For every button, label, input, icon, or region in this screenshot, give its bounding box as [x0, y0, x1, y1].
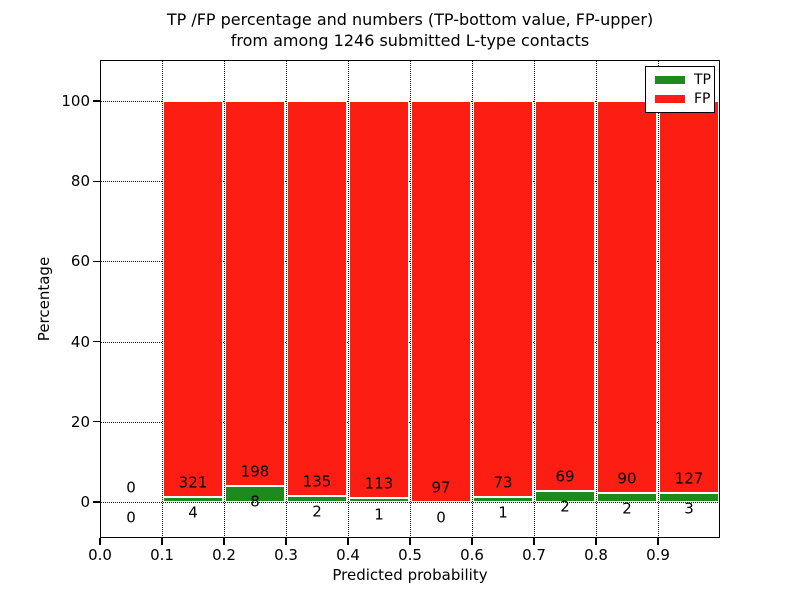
fp-count-label: 69	[555, 467, 575, 486]
x-tick-label: 0.8	[584, 546, 608, 564]
gridline-vertical	[348, 60, 349, 538]
gridline-vertical	[224, 60, 225, 538]
x-tick-mark	[533, 538, 535, 545]
x-tick-label: 0.2	[212, 546, 236, 564]
gridline-vertical	[410, 60, 411, 538]
x-tick-mark	[595, 538, 597, 545]
tp-count-label: 2	[312, 502, 322, 521]
legend-item-label: FP	[694, 91, 711, 108]
bar-tp-segment	[287, 496, 347, 502]
bar-fp-segment	[597, 101, 657, 494]
x-tick-label: 0.7	[522, 546, 546, 564]
tp-count-label: 1	[498, 503, 508, 522]
y-tick-label: 100	[61, 92, 90, 110]
legend-item: TP	[655, 73, 714, 87]
y-tick-mark	[93, 340, 100, 343]
tp-count-label: 4	[188, 503, 198, 522]
y-tick-label: 0	[80, 493, 90, 511]
fp-legend-swatch	[655, 95, 685, 104]
tp-count-label: 8	[250, 492, 260, 511]
gridline-vertical	[596, 60, 597, 538]
legend-item: FP	[655, 92, 714, 106]
y-tick-label: 40	[70, 332, 90, 351]
bar-tp-segment	[163, 497, 223, 502]
gridline-vertical	[658, 60, 659, 538]
bar-tp-segment	[473, 496, 533, 502]
y-tick-label: 80	[70, 172, 90, 191]
bar-fp-segment	[411, 101, 471, 502]
bar-tp-segment	[225, 486, 285, 502]
tp-count-label: 2	[560, 497, 570, 516]
y-tick-label: 20	[70, 412, 90, 431]
bar-tp-segment	[535, 490, 595, 502]
x-tick-mark	[285, 538, 287, 545]
fp-count-label: 113	[364, 474, 394, 493]
tp-count-label: 0	[436, 508, 446, 527]
tp-legend-swatch	[655, 75, 685, 84]
legend: TP FP	[645, 66, 715, 113]
x-tick-label: 0.0	[88, 546, 112, 564]
y-tick-mark	[93, 260, 100, 263]
bar-tp-segment	[597, 493, 657, 502]
gridline-vertical	[286, 60, 287, 538]
y-tick-mark	[93, 501, 100, 503]
fp-count-label: 135	[302, 472, 332, 491]
gridline-vertical	[162, 60, 163, 538]
y-tick-mark	[93, 100, 100, 102]
legend-item-label: TP	[694, 71, 711, 88]
x-axis-label: Predicted probability	[332, 566, 488, 584]
fp-count-label: 127	[674, 469, 704, 488]
x-tick-mark	[223, 538, 225, 545]
gridline-vertical	[534, 60, 535, 538]
fp-count-label: 90	[617, 469, 637, 488]
bar-tp-segment	[659, 492, 719, 502]
bar-fp-segment	[287, 101, 347, 497]
fp-count-label: 73	[493, 473, 513, 492]
x-tick-mark	[99, 538, 101, 545]
tp-count-label: 2	[622, 499, 632, 518]
fp-count-label: 321	[178, 473, 208, 492]
y-tick-label: 60	[70, 252, 90, 271]
tp-count-label: 0	[126, 508, 136, 527]
y-tick-mark	[93, 180, 100, 182]
tp-count-label: 1	[374, 505, 384, 524]
x-tick-mark	[471, 538, 473, 545]
tp-count-label: 3	[684, 499, 694, 518]
x-tick-mark	[161, 538, 163, 545]
chart-title-line2: from among 1246 submitted L-type contact…	[230, 31, 590, 50]
bar-fp-segment	[535, 101, 595, 491]
fp-count-label: 97	[431, 478, 451, 497]
x-tick-mark	[409, 538, 411, 545]
x-tick-mark	[347, 538, 349, 545]
x-tick-label: 0.6	[460, 546, 484, 564]
x-tick-label: 0.1	[150, 546, 174, 564]
plot-area: 0 0 321 4 198 8 135 2 113 1 97 0 73 1 69 2 90 2 127 3 TP FP	[100, 60, 720, 538]
bar-fp-segment	[349, 101, 409, 499]
bar-tp-segment	[349, 498, 409, 502]
bar-fp-segment	[659, 101, 719, 493]
fp-count-label: 198	[240, 462, 270, 481]
bar-fp-segment	[225, 101, 285, 487]
x-tick-label: 0.9	[646, 546, 670, 564]
x-tick-label: 0.4	[336, 546, 360, 564]
y-tick-mark	[93, 421, 100, 423]
chart-title: TP /FP percentage and numbers (TP-bottom…	[100, 9, 720, 51]
x-tick-label: 0.3	[274, 546, 298, 564]
bar-fp-segment	[473, 101, 533, 497]
x-tick-label: 0.5	[398, 546, 422, 564]
gridline-vertical	[472, 60, 473, 538]
bar-fp-segment	[163, 101, 223, 498]
fp-count-label: 0	[126, 478, 136, 497]
x-tick-mark	[657, 538, 659, 545]
chart-title-line1: TP /FP percentage and numbers (TP-bottom…	[166, 10, 654, 29]
